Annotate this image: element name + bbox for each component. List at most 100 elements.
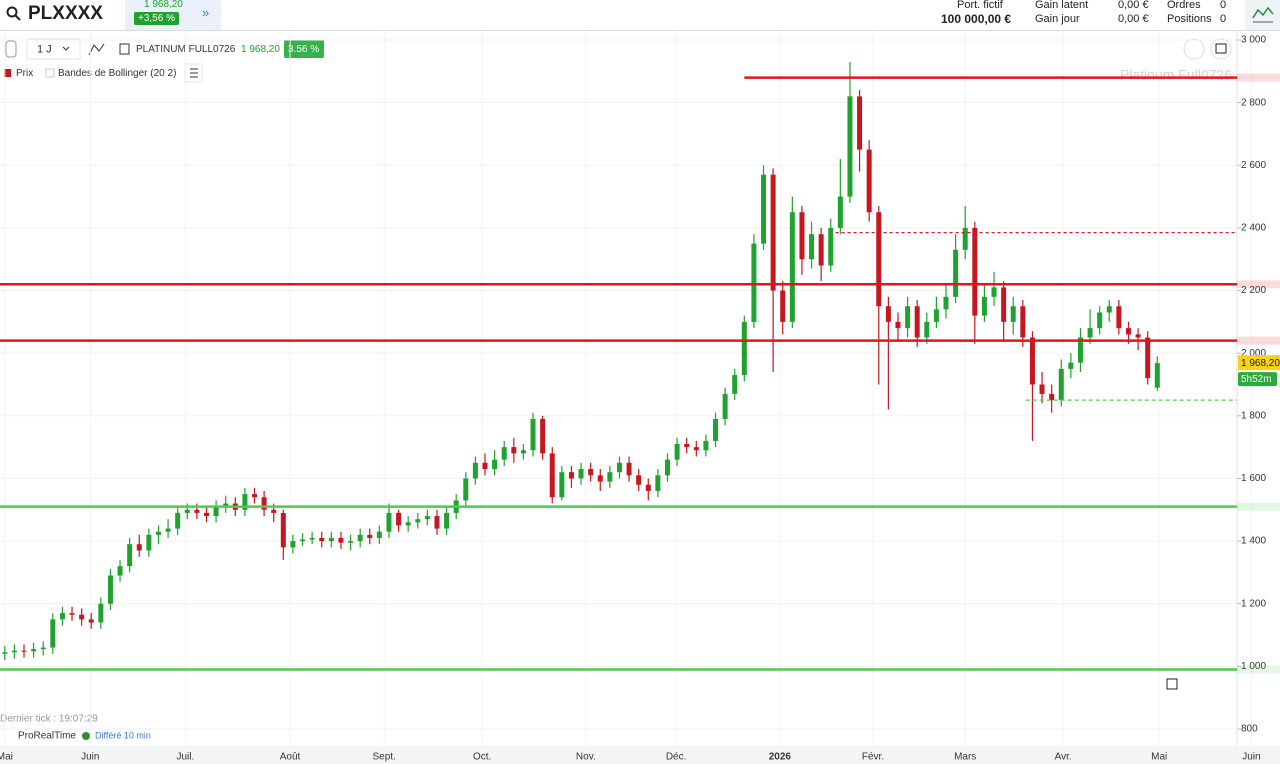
candle-body [549,453,555,498]
dropdown-icon [62,46,70,51]
countdown: 5h52m [1241,374,1272,385]
legend-price[interactable]: Prix [16,68,33,79]
candle-body [175,512,181,529]
candle-body [501,447,507,460]
period-select[interactable] [26,38,81,60]
candle-body [107,575,113,604]
candle-body [271,509,277,513]
candle-body [1116,306,1122,329]
expand-icon[interactable]: » [202,5,210,20]
candle-body [1029,337,1035,385]
level-band [1237,665,1280,674]
candle-body [328,537,334,542]
candle-body [847,96,853,197]
candle-body [520,450,526,454]
candle-body [1068,362,1074,369]
info-icon[interactable] [119,43,130,55]
candle-body [165,528,171,532]
portfolio-value: 100 000,00 € [941,12,1012,26]
candle-body [866,149,872,213]
grid [0,31,1252,746]
toolbar: 1 J PLATINUM FULL0726 1 968,20 3.56 % Pr… [4,38,1232,690]
candle-body [319,537,325,542]
y-tick-label: 1 600 [1241,473,1266,484]
x-tick-label: Mars [954,752,976,763]
candle-body [741,321,747,376]
candle-body [252,494,258,498]
candle-body [482,462,488,470]
candle-body [1106,306,1112,313]
y-tick-label: 2 000 [1241,348,1266,359]
x-tick-label: Sept. [372,752,395,763]
y-tick-label: 2 400 [1241,223,1266,234]
candle-body [463,478,469,501]
orders-label: Ordres [1167,0,1201,11]
candle-body [155,531,161,535]
candle-body [300,539,306,542]
chart: Platinum Full0726 1 J PLATINUM FULL0726 … [0,31,1280,764]
candle-body [981,296,987,316]
candle-body [597,475,603,482]
candle-body [895,321,901,329]
candle-body [98,603,104,623]
positions-label: Positions [1167,13,1212,25]
candle-body [415,519,421,523]
candle-body [136,544,142,551]
brand: ProRealTime [18,731,76,742]
candle-body [396,512,402,526]
level-band [1237,336,1280,345]
period[interactable]: 1 J [37,43,52,55]
candle-body [40,647,46,650]
y-tick-label: 3 000 [1241,35,1266,46]
legend-bollinger[interactable]: Bandes de Bollinger (20 2) [58,68,176,79]
positions: 0 [1220,13,1227,25]
candle-body [127,544,133,567]
candle-body [713,418,719,441]
candle-body [626,462,632,476]
candle-body [1154,363,1160,388]
search-icon[interactable] [6,6,22,22]
settings-button[interactable] [1183,38,1205,60]
candle-body [530,418,536,451]
candle-body [1125,328,1131,335]
chart-icon[interactable] [1245,0,1280,30]
x-tick-label: Avr. [1055,752,1072,763]
candle-body [655,475,661,491]
candle-body [376,531,382,538]
list-icon [190,68,198,78]
candle-body [751,243,757,322]
x-tick-label: Juin [81,752,99,763]
candle-body [722,393,728,419]
candle-body [732,375,738,394]
candle-body [69,613,75,615]
candle-body [568,472,574,479]
candle-body [578,469,584,479]
candle-body [809,234,815,260]
level-band [1237,280,1280,289]
candle-body [492,459,498,470]
window-button[interactable] [1210,38,1232,60]
last-tick: Dernier tick : 19:07:29 [0,714,98,725]
candle-body [780,290,786,322]
candle-body [367,534,373,538]
lock-icon[interactable] [5,40,17,58]
x-tick-label: Juin [1242,752,1260,763]
candle-body [905,306,911,329]
info-box-icon[interactable] [1166,678,1178,690]
candle-body [933,309,939,322]
candle-body [184,509,190,513]
x-tick-label: Mai [0,752,13,763]
candle-body [828,227,834,266]
legend-swatch [4,69,11,77]
candle-body [194,509,200,513]
candle-body [444,512,450,529]
symbol[interactable]: PLXXXX [28,3,103,24]
indicator-icon[interactable] [88,43,105,56]
candle-body [837,196,843,228]
candle-body [876,212,882,307]
candle-body [943,296,949,310]
candle-body [79,614,85,620]
candle-body [962,227,968,250]
x-tick-label: 2026 [769,752,792,763]
legend-checkbox[interactable] [45,68,55,78]
